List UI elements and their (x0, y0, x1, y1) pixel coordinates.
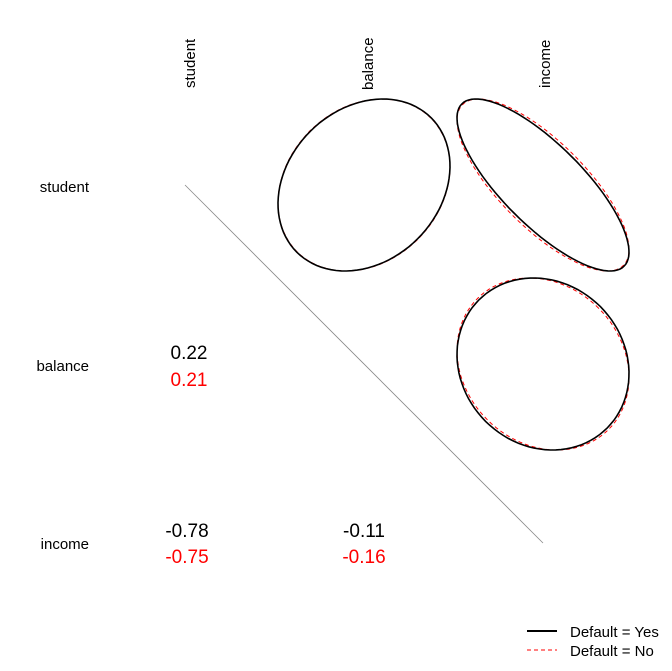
legend: Default = Yes Default = No (527, 624, 659, 660)
column-label-balance: balance (360, 37, 377, 90)
row-label-student: student (40, 179, 90, 196)
legend-label-no: Default = No (570, 643, 654, 660)
ellipse-student-balance-no (277, 98, 451, 272)
corr-balance-student-yes: 0.22 (171, 343, 208, 364)
corr-balance-student-no: 0.21 (171, 370, 208, 391)
diagonal-line (184, 184, 544, 544)
corr-income-balance-no: -0.16 (342, 547, 385, 568)
corr-income-balance-yes: -0.11 (343, 521, 385, 542)
ellipse-student-income-yes (456, 98, 630, 272)
ellipse-student-income-no (456, 98, 630, 272)
ellipse-group (277, 98, 630, 451)
ellipse-balance-income-no (456, 277, 630, 451)
corr-income-student-no: -0.75 (165, 547, 208, 568)
legend-label-yes: Default = Yes (570, 624, 659, 641)
ellipse-balance-income-yes (456, 277, 630, 451)
corr-income-student-yes: -0.78 (165, 521, 208, 542)
row-label-balance: balance (36, 358, 89, 375)
column-label-student: student (182, 38, 199, 88)
ellipse-student-balance-yes (277, 98, 451, 272)
row-label-income: income (41, 536, 89, 553)
column-label-income: income (537, 40, 554, 88)
